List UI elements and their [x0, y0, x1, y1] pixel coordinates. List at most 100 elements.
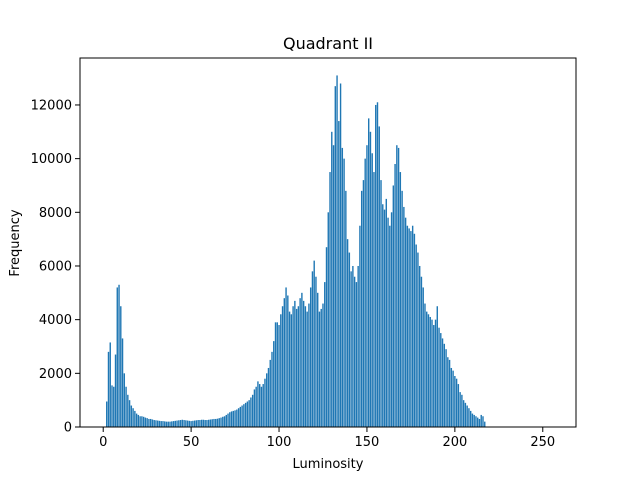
bar	[368, 118, 370, 427]
bar	[172, 421, 175, 427]
bar	[153, 420, 155, 427]
bar	[392, 185, 395, 427]
bar	[148, 418, 150, 427]
bar	[376, 102, 379, 427]
bar	[389, 225, 391, 427]
bar	[276, 322, 278, 427]
bar	[213, 418, 215, 427]
bar	[132, 408, 134, 427]
bar	[114, 354, 117, 427]
bar	[378, 126, 380, 427]
bar	[373, 172, 375, 427]
bar	[171, 421, 173, 427]
bar	[383, 209, 386, 427]
bar	[462, 400, 465, 427]
bar	[317, 292, 319, 427]
bar	[357, 265, 359, 427]
bar	[202, 419, 205, 427]
bar	[204, 420, 206, 427]
bar	[229, 412, 231, 427]
y-tick-label: 6000	[39, 259, 72, 274]
bar	[457, 384, 460, 427]
bar	[415, 244, 417, 427]
y-tick-label: 8000	[39, 206, 72, 221]
bar	[237, 408, 240, 427]
bar	[232, 410, 235, 427]
bar	[262, 384, 264, 427]
bar	[273, 341, 275, 427]
bar	[343, 158, 345, 428]
bar	[325, 247, 328, 427]
bar	[135, 413, 138, 427]
y-tick-label: 4000	[39, 313, 72, 328]
bar	[436, 306, 438, 427]
bar	[406, 225, 409, 427]
bar	[267, 367, 270, 427]
bar	[320, 308, 322, 427]
bar	[345, 190, 347, 427]
bar	[455, 378, 458, 427]
bar	[477, 417, 479, 427]
bar	[251, 394, 254, 427]
bar	[192, 420, 194, 427]
bar	[142, 416, 145, 427]
bar	[281, 306, 284, 427]
bar	[294, 300, 296, 427]
y-tick-label: 0	[64, 421, 72, 436]
bar	[243, 404, 245, 427]
bar	[306, 311, 308, 427]
bar	[176, 420, 178, 427]
bar	[236, 409, 238, 427]
bar	[366, 145, 368, 427]
bar	[165, 421, 168, 427]
bar	[420, 276, 423, 427]
bar	[359, 225, 361, 427]
bar	[454, 376, 456, 427]
bar	[471, 413, 474, 427]
bar	[285, 287, 287, 427]
bar	[107, 351, 110, 427]
bar	[258, 384, 261, 427]
bar	[215, 418, 217, 427]
bar	[332, 145, 335, 427]
bar	[199, 420, 201, 427]
bar	[264, 378, 266, 427]
bar	[181, 419, 184, 427]
bar	[429, 316, 431, 427]
bar	[200, 419, 203, 427]
bar	[315, 276, 317, 427]
bar	[318, 311, 321, 427]
bar	[295, 308, 298, 427]
bar	[443, 343, 446, 427]
bar	[322, 303, 324, 427]
bar	[450, 367, 453, 427]
bar	[329, 172, 331, 427]
y-tick-label: 10000	[31, 152, 72, 167]
bar	[121, 338, 124, 427]
bar	[206, 420, 208, 427]
bar	[301, 292, 303, 427]
y-tick-label: 12000	[31, 98, 72, 113]
bar	[346, 239, 349, 427]
bar	[120, 306, 122, 427]
bar	[431, 319, 433, 427]
bar	[155, 420, 157, 427]
bar	[255, 386, 257, 427]
bar	[399, 172, 402, 427]
bar	[127, 394, 129, 427]
bar	[387, 217, 389, 427]
bar	[478, 418, 481, 427]
bar	[162, 421, 164, 427]
bar	[230, 411, 233, 427]
bar	[209, 419, 212, 427]
bar	[353, 276, 356, 427]
bar	[118, 284, 120, 427]
bar	[278, 325, 280, 427]
bar	[158, 420, 161, 427]
bar	[304, 306, 307, 427]
bar	[269, 359, 271, 427]
bar	[441, 338, 444, 427]
bar	[324, 282, 326, 427]
bar	[190, 421, 192, 427]
